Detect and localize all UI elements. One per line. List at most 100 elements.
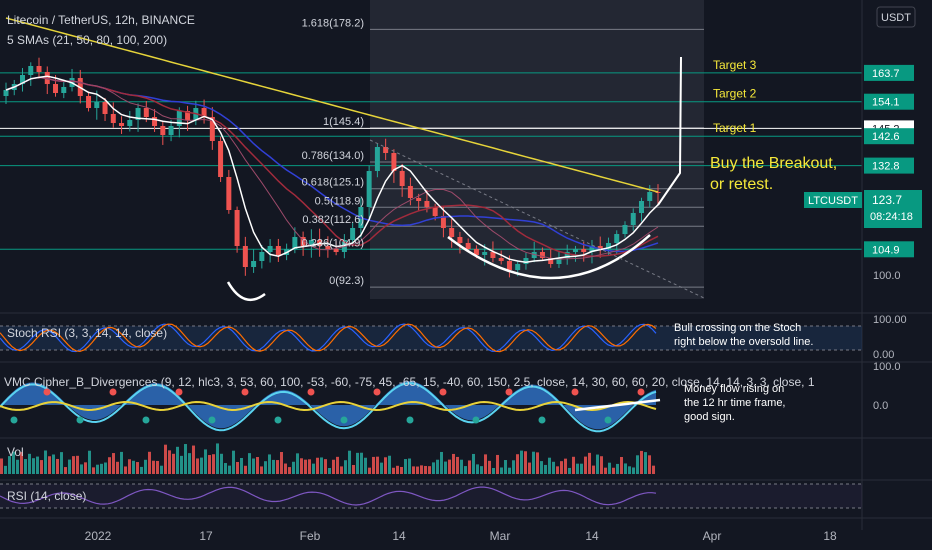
candle[interactable] (300, 237, 306, 246)
candle[interactable] (333, 249, 339, 252)
candle[interactable] (28, 66, 34, 75)
candle[interactable] (259, 252, 265, 261)
candle[interactable] (201, 108, 207, 117)
candle[interactable] (226, 177, 232, 210)
candle[interactable] (449, 228, 455, 237)
cup-drawing[interactable] (447, 234, 651, 280)
candle[interactable] (209, 117, 215, 141)
candle[interactable] (383, 147, 389, 153)
candle[interactable] (135, 108, 141, 120)
candle[interactable] (391, 153, 397, 171)
candle[interactable] (36, 66, 42, 72)
candle[interactable] (168, 126, 174, 135)
candle[interactable] (61, 87, 67, 93)
candle[interactable] (325, 246, 331, 249)
candle[interactable] (614, 234, 620, 243)
candle[interactable] (53, 84, 59, 93)
candle[interactable] (539, 252, 545, 258)
candle[interactable] (473, 249, 479, 255)
vmc-signal-dot (241, 388, 249, 396)
time-tick-label: Apr (703, 529, 722, 543)
candle[interactable] (366, 171, 372, 207)
candle[interactable] (638, 201, 644, 213)
volume-bar (72, 456, 75, 474)
candle[interactable] (350, 228, 356, 240)
candle[interactable] (86, 96, 92, 108)
sma-50-line[interactable] (5, 76, 659, 260)
volume-bar (124, 466, 127, 474)
candle[interactable] (267, 246, 273, 252)
candle[interactable] (440, 216, 446, 228)
fib-label: 0(92.3) (329, 275, 364, 287)
candle[interactable] (234, 210, 240, 246)
fib-retracement-zone[interactable] (370, 0, 704, 299)
candle[interactable] (605, 243, 611, 249)
candle[interactable] (308, 240, 314, 246)
price-axis[interactable] (862, 0, 932, 530)
rsi-line[interactable] (0, 486, 657, 506)
volume-bar (0, 458, 3, 474)
candle[interactable] (556, 258, 562, 264)
sma-80-line[interactable] (5, 76, 659, 257)
candle[interactable] (407, 186, 413, 198)
candle[interactable] (589, 246, 595, 252)
candle[interactable] (457, 237, 463, 243)
candle[interactable] (498, 258, 504, 261)
candle[interactable] (251, 261, 257, 267)
sma-21-line[interactable] (5, 75, 659, 263)
candle[interactable] (523, 258, 529, 264)
sma-200-line[interactable] (5, 17, 659, 193)
stoch-axis-100: 100.00 (873, 314, 907, 326)
breakout-projection[interactable] (657, 56, 682, 206)
candle[interactable] (506, 261, 512, 270)
candle[interactable] (548, 258, 554, 264)
left-cup-drawing[interactable] (226, 281, 266, 302)
candle[interactable] (424, 201, 430, 207)
candle[interactable] (292, 237, 298, 249)
stoch-d-line[interactable] (0, 323, 657, 353)
candle[interactable] (143, 108, 149, 117)
candle[interactable] (102, 102, 108, 114)
vmc-signal-dot (175, 388, 183, 396)
candle[interactable] (564, 252, 570, 258)
volume-bar (8, 456, 11, 474)
candle[interactable] (242, 246, 248, 267)
volume-bar (612, 467, 615, 474)
candle[interactable] (572, 249, 578, 252)
candle[interactable] (490, 252, 496, 258)
stoch-k-line[interactable] (0, 323, 657, 353)
candle[interactable] (416, 198, 422, 201)
money-flow-line[interactable] (0, 400, 657, 412)
vmc-signal-dot (505, 388, 513, 396)
candle[interactable] (482, 252, 488, 255)
candle[interactable] (630, 213, 636, 225)
candle[interactable] (515, 264, 521, 270)
vmc-note-2: the 12 hr time frame, (684, 397, 786, 409)
candle[interactable] (119, 123, 125, 126)
candle[interactable] (655, 192, 661, 193)
candle[interactable] (622, 225, 628, 234)
candle[interactable] (152, 117, 158, 126)
candle[interactable] (597, 246, 603, 249)
candle[interactable] (94, 102, 100, 108)
candle[interactable] (20, 75, 26, 84)
candle[interactable] (581, 249, 587, 252)
candle[interactable] (275, 246, 281, 255)
candle[interactable] (160, 126, 166, 135)
currency-button[interactable] (876, 6, 916, 28)
volume-bar (636, 455, 639, 474)
candle[interactable] (399, 171, 405, 186)
vmc-wave-line[interactable] (0, 382, 657, 433)
candle[interactable] (465, 243, 471, 249)
candle[interactable] (218, 141, 224, 177)
candle[interactable] (185, 111, 191, 120)
candle[interactable] (3, 90, 9, 96)
candle[interactable] (374, 147, 380, 171)
currency-button-label: USDT (881, 12, 911, 24)
candle[interactable] (432, 207, 438, 216)
candle[interactable] (127, 120, 133, 126)
candle[interactable] (647, 192, 653, 201)
candle[interactable] (110, 114, 116, 123)
